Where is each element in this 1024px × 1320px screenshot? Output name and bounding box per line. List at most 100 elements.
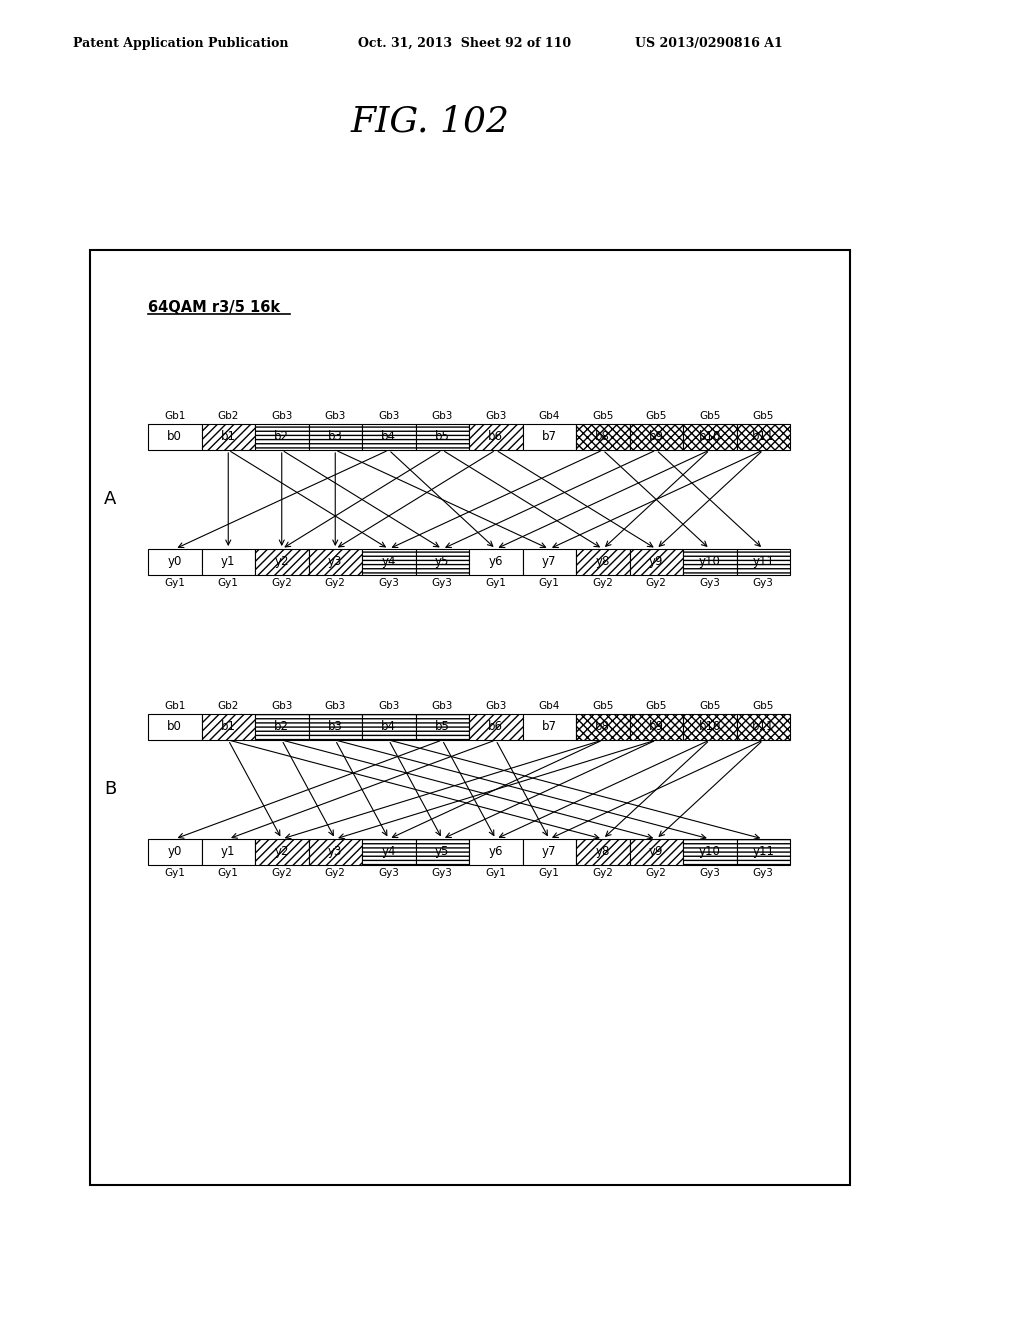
Text: y0: y0	[168, 846, 182, 858]
Text: y5: y5	[435, 846, 450, 858]
Text: Gb5: Gb5	[753, 411, 774, 421]
Text: Gy2: Gy2	[646, 869, 667, 878]
Text: Gy2: Gy2	[325, 869, 346, 878]
Bar	[630, 714, 683, 741]
Text: y3: y3	[328, 846, 342, 858]
Text: Gy3: Gy3	[753, 869, 774, 878]
Text: y2: y2	[274, 846, 289, 858]
Bar	[308, 840, 362, 865]
Text: y1: y1	[221, 846, 236, 858]
Text: Gb3: Gb3	[325, 411, 346, 421]
Text: y2: y2	[274, 556, 289, 569]
Text: Gb5: Gb5	[753, 701, 774, 711]
Text: Gy3: Gy3	[699, 578, 720, 587]
Text: Gb3: Gb3	[378, 701, 399, 711]
Bar	[683, 549, 736, 576]
Bar	[416, 549, 469, 576]
Bar	[630, 840, 683, 865]
Bar	[683, 840, 736, 865]
Bar	[469, 840, 522, 865]
Text: US 2013/0290816 A1: US 2013/0290816 A1	[635, 37, 782, 50]
Text: b4: b4	[381, 430, 396, 444]
Text: Gy2: Gy2	[592, 578, 613, 587]
Bar	[736, 714, 790, 741]
Text: y4: y4	[382, 846, 396, 858]
Text: Gb5: Gb5	[645, 701, 667, 711]
Text: Gy3: Gy3	[699, 869, 720, 878]
Bar	[255, 549, 308, 576]
Bar	[575, 424, 630, 450]
Text: Gy2: Gy2	[646, 578, 667, 587]
Text: b10: b10	[698, 721, 721, 734]
Text: y8: y8	[596, 556, 610, 569]
Text: Gy2: Gy2	[592, 869, 613, 878]
Bar	[630, 424, 683, 450]
Text: Gy1: Gy1	[485, 869, 506, 878]
Text: Gb3: Gb3	[325, 701, 346, 711]
Bar	[90, 249, 850, 1185]
Text: b2: b2	[274, 430, 289, 444]
Bar	[255, 840, 308, 865]
Text: Gy2: Gy2	[325, 578, 346, 587]
Bar	[469, 714, 522, 741]
Text: b2: b2	[274, 721, 289, 734]
Text: y5: y5	[435, 556, 450, 569]
Text: Gb2: Gb2	[217, 701, 239, 711]
Text: Gy3: Gy3	[432, 869, 453, 878]
Bar	[148, 714, 202, 741]
Text: 64QAM r3/5 16k: 64QAM r3/5 16k	[148, 300, 281, 315]
Bar	[308, 549, 362, 576]
Text: Gb2: Gb2	[217, 411, 239, 421]
Text: Gb3: Gb3	[485, 701, 507, 711]
Text: y3: y3	[328, 556, 342, 569]
Bar	[469, 424, 522, 450]
Text: Gb3: Gb3	[431, 701, 453, 711]
Text: b6: b6	[488, 430, 503, 444]
Text: Gy3: Gy3	[432, 578, 453, 587]
Text: b1: b1	[221, 721, 236, 734]
Bar	[575, 549, 630, 576]
Text: Gb5: Gb5	[699, 411, 721, 421]
Text: b8: b8	[595, 430, 610, 444]
Text: y10: y10	[698, 846, 721, 858]
Text: y8: y8	[596, 846, 610, 858]
Text: Gb3: Gb3	[271, 411, 293, 421]
Text: b3: b3	[328, 430, 343, 444]
Text: y1: y1	[221, 556, 236, 569]
Text: y7: y7	[542, 556, 556, 569]
Text: B: B	[103, 780, 116, 799]
Text: Gy1: Gy1	[485, 578, 506, 587]
Bar	[736, 549, 790, 576]
Text: Gb5: Gb5	[592, 701, 613, 711]
Bar	[362, 549, 416, 576]
Text: Gb5: Gb5	[592, 411, 613, 421]
Text: Gy2: Gy2	[271, 578, 292, 587]
Text: y9: y9	[649, 846, 664, 858]
Bar	[683, 714, 736, 741]
Text: Gy1: Gy1	[164, 578, 185, 587]
Text: Gy1: Gy1	[539, 869, 560, 878]
Bar	[522, 424, 575, 450]
Text: b3: b3	[328, 721, 343, 734]
Text: b0: b0	[167, 721, 182, 734]
Bar	[416, 424, 469, 450]
Bar	[575, 714, 630, 741]
Bar	[362, 714, 416, 741]
Text: b5: b5	[435, 430, 450, 444]
Bar	[522, 714, 575, 741]
Text: Gy2: Gy2	[271, 869, 292, 878]
Text: b9: b9	[649, 721, 664, 734]
Bar	[202, 549, 255, 576]
Bar	[148, 424, 202, 450]
Bar	[522, 840, 575, 865]
Text: Gb1: Gb1	[164, 411, 185, 421]
Text: y9: y9	[649, 556, 664, 569]
Text: y6: y6	[488, 846, 503, 858]
Text: b6: b6	[488, 721, 503, 734]
Text: y0: y0	[168, 556, 182, 569]
Bar	[522, 549, 575, 576]
Text: b5: b5	[435, 721, 450, 734]
Text: b11: b11	[752, 721, 774, 734]
Bar	[202, 424, 255, 450]
Text: Gy1: Gy1	[164, 869, 185, 878]
